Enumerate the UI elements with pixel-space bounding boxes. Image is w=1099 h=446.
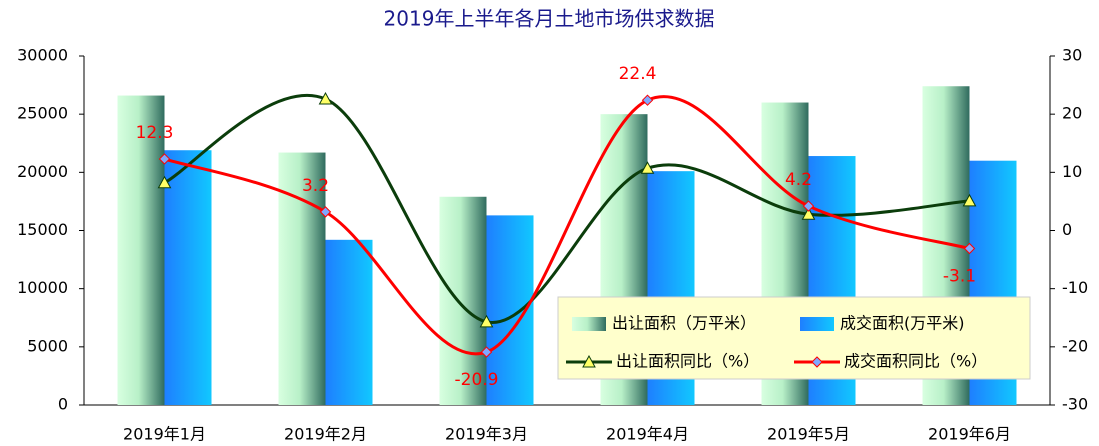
data-label: 4.2 <box>785 170 812 190</box>
line-marker <box>641 94 654 106</box>
x-tick-label: 2019年4月 <box>606 425 689 444</box>
x-tick-label: 2019年5月 <box>767 425 850 444</box>
data-label: -20.9 <box>455 370 499 390</box>
y-tick-label: 15000 <box>17 220 68 239</box>
x-tick-label: 2019年6月 <box>928 425 1011 444</box>
data-label: 12.3 <box>136 123 174 143</box>
data-label: -3.1 <box>943 267 976 287</box>
y-tick-label: 10000 <box>17 278 68 297</box>
line-marker <box>318 91 333 105</box>
y-tick-label: 20000 <box>17 162 68 181</box>
legend-label: 成交面积同比（%） <box>844 352 987 371</box>
y2-tick-label: 30 <box>1062 46 1082 65</box>
legend-label: 出让面积同比（%） <box>616 352 759 371</box>
line-marker <box>479 314 494 328</box>
legend-marker <box>582 354 596 368</box>
y-tick-label: 30000 <box>17 46 68 65</box>
data-label: 3.2 <box>302 176 329 196</box>
legend-swatch <box>572 317 606 331</box>
line-marker <box>319 206 332 218</box>
y-tick-label: 0 <box>58 395 68 414</box>
x-tick-label: 2019年3月 <box>445 425 528 444</box>
y2-tick-label: -10 <box>1062 278 1088 297</box>
data-label: 22.4 <box>619 64 657 84</box>
bar <box>117 95 165 405</box>
y2-tick-label: -20 <box>1062 336 1088 355</box>
y-tick-label: 5000 <box>27 336 68 355</box>
y2-tick-label: 10 <box>1062 162 1082 181</box>
legend-label: 成交面积(万平米) <box>840 314 965 333</box>
y-tick-label: 25000 <box>17 104 68 123</box>
legend-label: 出让面积（万平米） <box>612 314 756 333</box>
x-tick-label: 2019年1月 <box>123 425 206 444</box>
line-marker <box>963 242 976 255</box>
line-marker <box>158 153 171 165</box>
legend-marker <box>811 356 823 368</box>
line-marker <box>640 161 655 174</box>
x-tick-label: 2019年2月 <box>284 425 367 444</box>
legend-swatch <box>800 317 834 331</box>
line-marker <box>801 207 816 220</box>
y2-tick-label: 0 <box>1062 220 1072 239</box>
bar <box>164 150 212 405</box>
y2-tick-label: -30 <box>1062 395 1088 414</box>
line-marker <box>480 346 493 358</box>
bar <box>439 196 487 405</box>
legend <box>557 296 1031 380</box>
line-marker <box>802 200 815 212</box>
line-marker <box>157 175 172 189</box>
chart-title: 2019年上半年各月土地市场供求数据 <box>384 7 715 31</box>
y2-tick-label: 20 <box>1062 104 1082 123</box>
bar <box>325 239 373 405</box>
line-marker <box>962 193 977 207</box>
